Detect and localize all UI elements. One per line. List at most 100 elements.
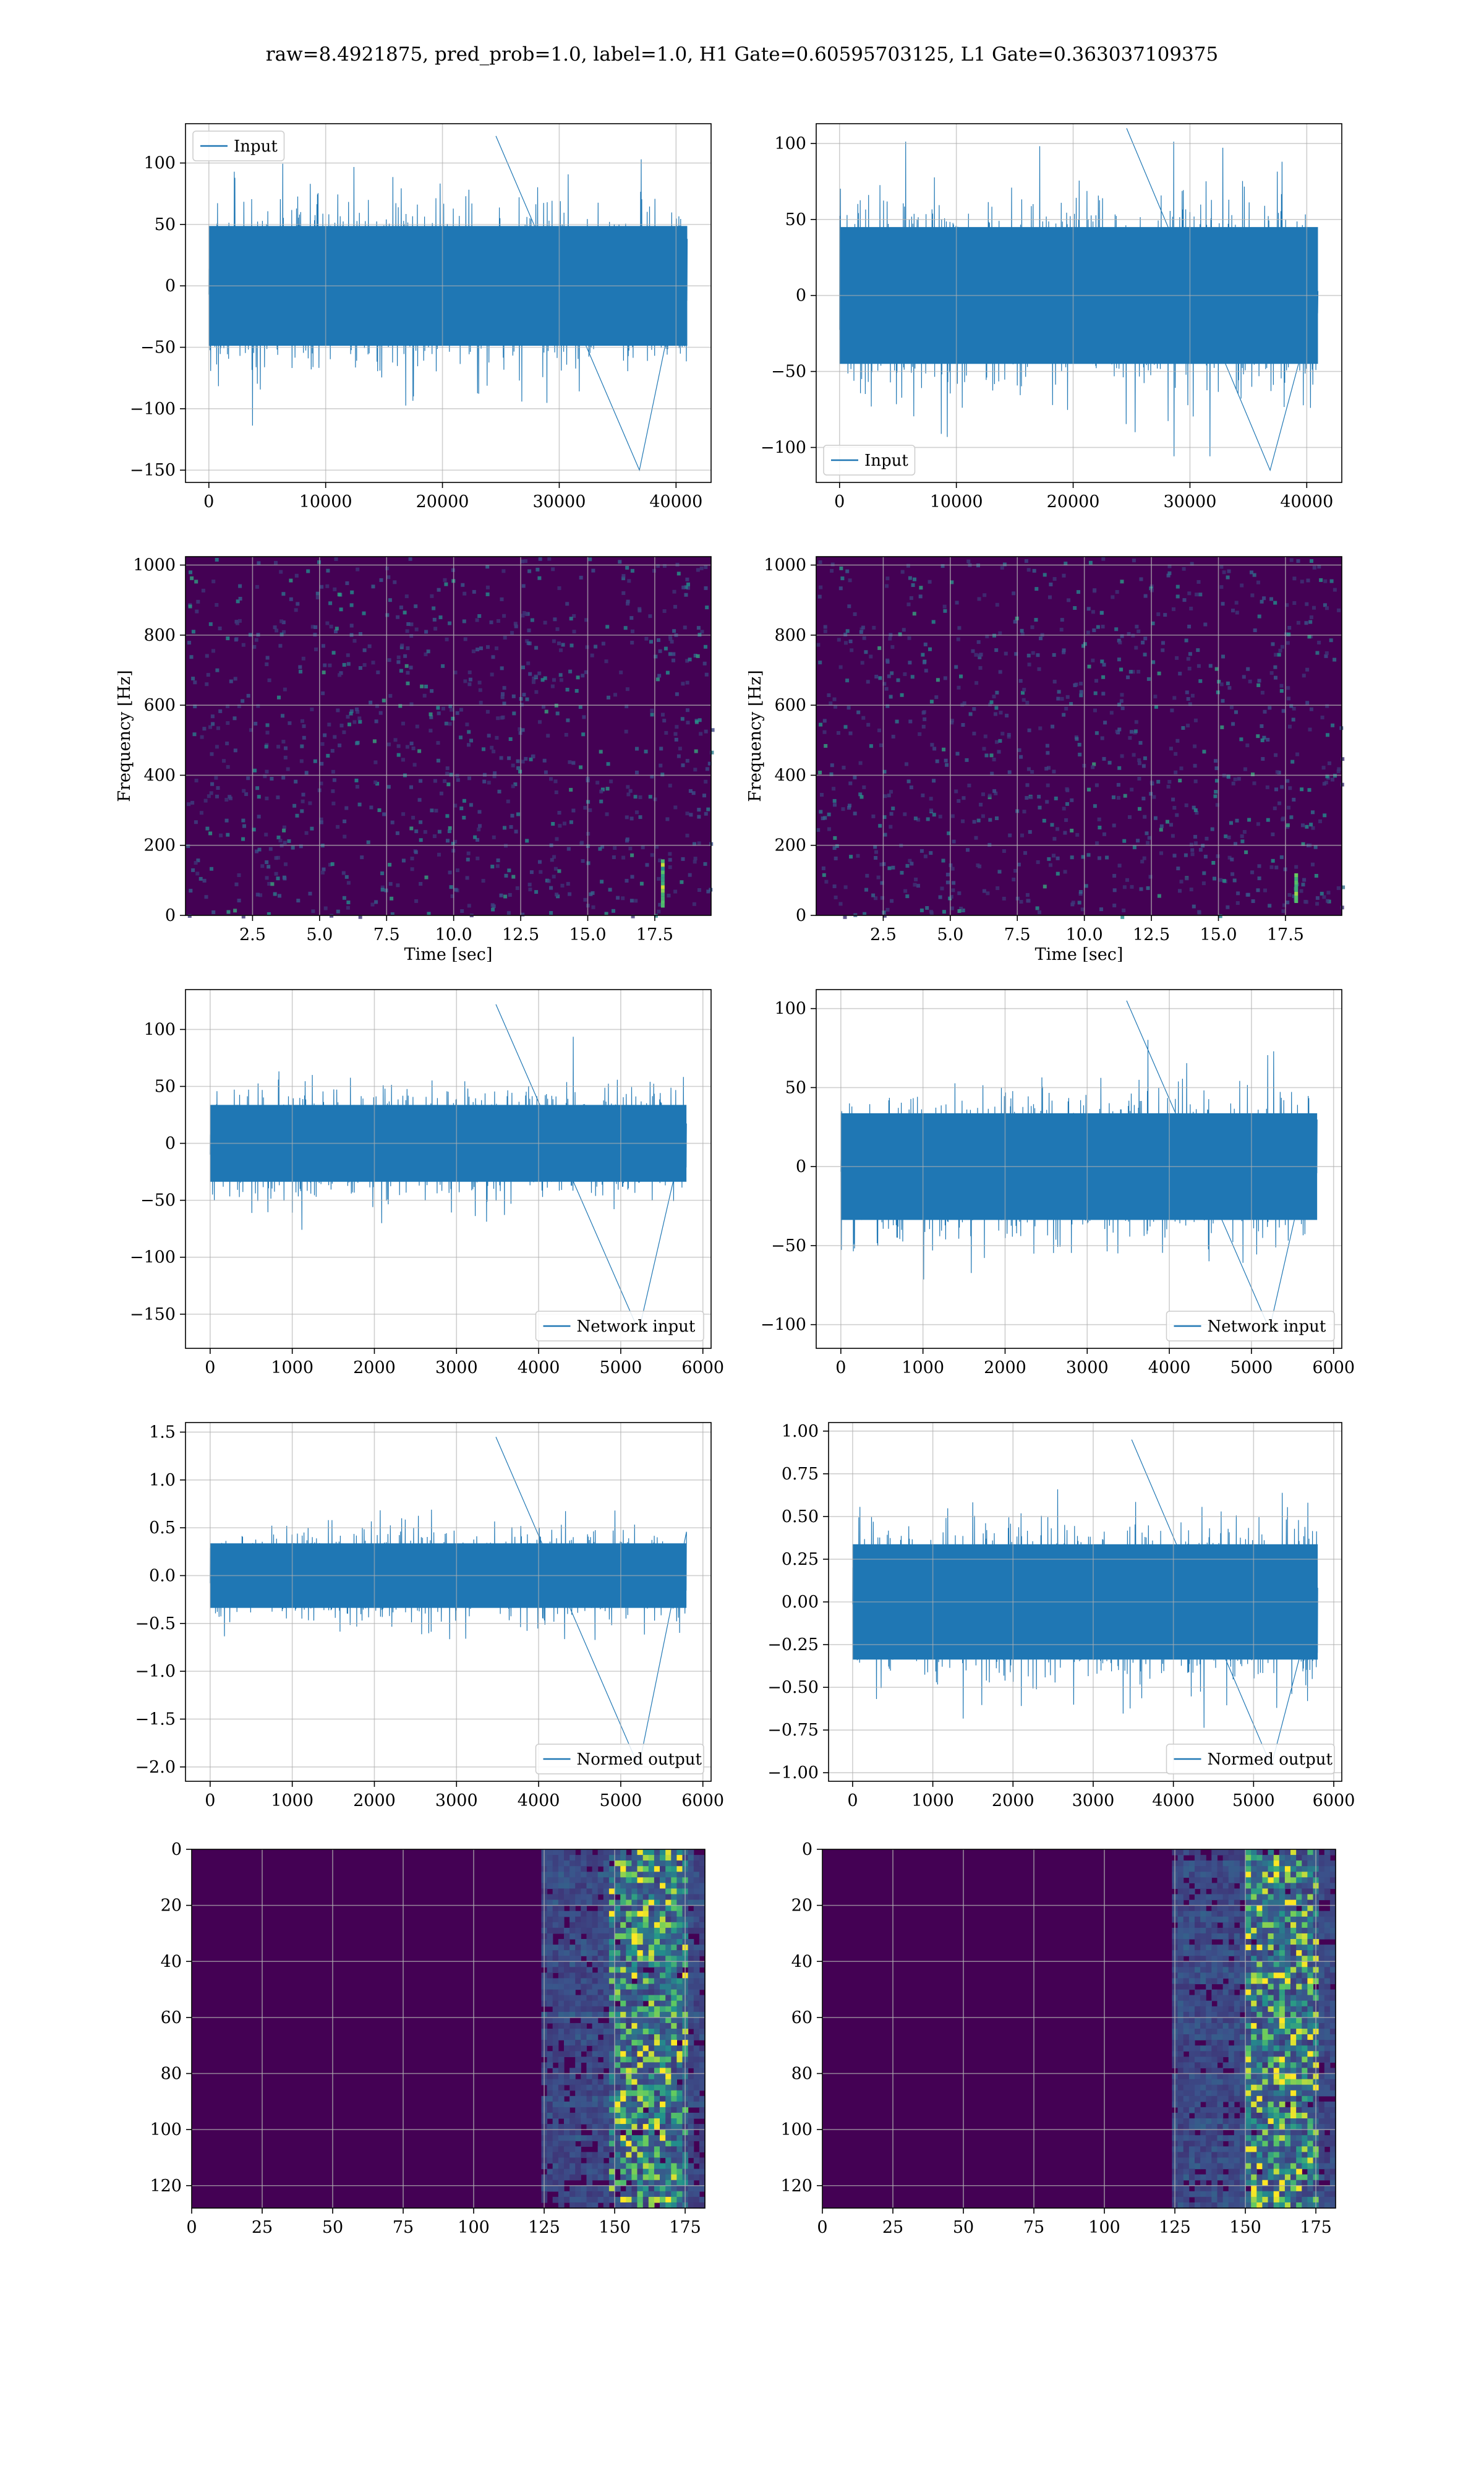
- h1-normed-output-x-tick-label: 2000: [353, 1791, 396, 1809]
- h1-feature-map-y-tick-label: 80: [161, 2065, 182, 2084]
- l1-feature-map-x-tick-label: 175: [1300, 2218, 1332, 2236]
- l1-normed-output-x-tick-label: 1000: [911, 1791, 954, 1809]
- l1-spectrogram-y-label: Frequency [Hz]: [748, 670, 765, 802]
- h1-spectrogram-x-tick-label: 15.0: [569, 925, 606, 944]
- h1-network-input-y-tick-label: 100: [143, 1020, 176, 1039]
- h1-normed-output-y-ticks: −2.0 −1.5 −1.0 −0.5 0.0 0.5 1.0 1.5: [135, 1423, 186, 1777]
- l1-input-legend: Input: [823, 445, 916, 476]
- l1-spectrogram-background: [816, 557, 1342, 915]
- h1-spectrogram-y-tick-label: 400: [143, 766, 176, 785]
- l1-normed-output-x-tick-label: 4000: [1152, 1791, 1195, 1809]
- h1-spectrogram-x-tick-label: 2.5: [239, 925, 266, 944]
- h1-feature-map-x-tick-label: 175: [669, 2218, 701, 2236]
- l1-input-y-ticks: −100 −50 0 50 100: [761, 134, 816, 457]
- h1-spectrogram-cells: [186, 557, 715, 919]
- h1-network-input-x-tick-label: 1000: [271, 1358, 313, 1376]
- h1-network-input-legend-label: Network input: [577, 1317, 696, 1336]
- h1-feature-map-x-tick-label: 125: [528, 2218, 560, 2236]
- h1-feature-map-frame: [191, 1849, 706, 2209]
- h1-spectrogram-hotspot: [660, 859, 665, 863]
- l1-input-legend-label: Input: [864, 452, 908, 470]
- l1-network-input-plot-area: [840, 1000, 1318, 1331]
- h1-input-grid: [186, 124, 711, 482]
- l1-feature-map-y-tick-label: 40: [791, 1952, 812, 1971]
- h1-input-x-ticks: 0 10000 20000 30000 40000: [203, 482, 702, 510]
- h1-spectrogram-x-tick-label: 17.5: [636, 925, 673, 944]
- h1-input-x-tick-label: 20000: [416, 492, 469, 510]
- l1-feature-map-x-ticks: 0 25 50 75 100 125 150 175: [817, 2208, 1332, 2236]
- l1-spectrogram-hotspot: [1294, 884, 1298, 888]
- l1-normed-output-y-ticks: −1.00 −0.75 −0.50 −0.25 0.00 0.25 0.50 0.75 1.00: [767, 1422, 829, 1783]
- l1-feature-map-x-tick-label: 50: [953, 2218, 974, 2236]
- h1-feature-map-x-tick-label: 150: [599, 2218, 631, 2236]
- h1-input-x-tick-label: 0: [203, 492, 214, 510]
- l1-input-y-tick-label: −100: [761, 438, 806, 457]
- h1-feature-map-plot: 0 25 50 75 100 125 150 175 0 20 40 60 80 100 120: [150, 1840, 706, 2236]
- h1-feature-map-y-tick-label: 100: [150, 2120, 182, 2139]
- l1-feature-map-frame: [822, 1849, 1336, 2209]
- l1-feature-map-plot: 0 25 50 75 100 125 150 175 0 20 40 60 80 100 120: [780, 1840, 1336, 2236]
- h1-feature-map-x-tick-label: 25: [252, 2218, 273, 2236]
- l1-spectrogram-hotspot: [1294, 888, 1298, 892]
- h1-feature-map-cells: [541, 1849, 706, 2209]
- h1-feature-map-y-tick-label: 0: [171, 1840, 182, 1859]
- h1-spectrogram-hotspot: [660, 863, 665, 867]
- l1-normed-output-y-tick-label: 0.50: [782, 1507, 819, 1526]
- l1-normed-output-y-tick-label: −0.75: [767, 1721, 819, 1740]
- h1-feature-map-y-tick-label: 120: [150, 2177, 182, 2196]
- h1-feature-map-grid: [191, 1849, 705, 2208]
- l1-network-input-plot: 0 1000 2000 3000 4000 5000 6000 −100 −50 0 50 100 Ne…: [761, 989, 1354, 1376]
- h1-spectrogram-hotspot: [660, 885, 665, 889]
- h1-normed-output-y-tick-label: −1.0: [135, 1662, 176, 1681]
- h1-normed-output-x-tick-label: 4000: [518, 1791, 560, 1809]
- l1-network-input-x-tick-label: 3000: [1066, 1358, 1109, 1376]
- h1-spectrogram-hotspot: [660, 904, 665, 908]
- h1-spectrogram-hotspot: [660, 867, 665, 871]
- h1-spectrogram-y-ticks: 0 200 400 600 800 1000: [133, 556, 186, 925]
- h1-network-input-x-tick-label: 3000: [435, 1358, 478, 1376]
- h1-normed-output-x-ticks: 0 1000 2000 3000 4000 5000 6000: [205, 1781, 723, 1809]
- h1-input-y-tick-label: −50: [140, 338, 176, 357]
- h1-input-y-tick-label: 50: [155, 215, 176, 234]
- h1-normed-output-y-tick-label: 1.0: [149, 1471, 176, 1490]
- h1-normed-output-plot: 0 1000 2000 3000 4000 5000 6000 −2.0 −1.5 −1.0 −0.…: [135, 1422, 723, 1809]
- l1-input-x-tick-label: 40000: [1280, 492, 1333, 510]
- h1-normed-output-y-tick-label: 1.5: [149, 1423, 176, 1442]
- h1-feature-map-y-tick-label: 60: [161, 2008, 182, 2027]
- h1-input-x-tick-label: 10000: [299, 492, 352, 510]
- l1-normed-output-legend: Normed output: [1166, 1744, 1335, 1774]
- h1-feature-map-plot-area: [192, 1849, 706, 2209]
- h1-spectrogram-plot: 2.5 5.0 7.5 10.0 12.5 15.0 17.5 0 200 400 600 800 10…: [117, 556, 715, 962]
- l1-input-x-tick-label: 0: [834, 492, 845, 510]
- h1-network-input-y-tick-label: −150: [130, 1305, 176, 1324]
- l1-spectrogram-hotspot: [1294, 899, 1298, 903]
- h1-input-plot: 0 10000 20000 30000 40000 −150 −100 −50 0 50 100 In…: [130, 123, 712, 510]
- h1-spectrogram-x-ticks: 2.5 5.0 7.5 10.0 12.5 15.0 17.5: [239, 915, 673, 944]
- h1-spectrogram-y-tick-label: 200: [143, 836, 176, 855]
- h1-normed-output-x-tick-label: 5000: [600, 1791, 642, 1809]
- l1-normed-output-y-tick-label: 0.00: [782, 1593, 819, 1612]
- h1-network-input-x-tick-label: 4000: [518, 1358, 560, 1376]
- l1-normed-output-plot-area: [852, 1439, 1318, 1767]
- l1-spectrogram-y-tick-label: 400: [774, 766, 806, 785]
- l1-normed-output-x-tick-label: 6000: [1313, 1791, 1354, 1809]
- l1-input-x-ticks: 0 10000 20000 30000 40000: [834, 482, 1333, 510]
- l1-feature-map-y-tick-label: 0: [802, 1840, 812, 1859]
- h1-input-y-ticks: −150 −100 −50 0 50 100: [130, 154, 186, 480]
- h1-spectrogram-frame: [185, 556, 712, 916]
- l1-spectrogram-y-ticks: 0 200 400 600 800 1000: [764, 556, 816, 925]
- l1-normed-output-y-tick-label: −0.25: [767, 1635, 819, 1654]
- l1-network-input-x-tick-label: 0: [835, 1358, 846, 1376]
- l1-spectrogram-plot-area: [816, 557, 1345, 919]
- l1-input-y-tick-label: 0: [796, 286, 806, 306]
- l1-spectrogram-hotspot: [1294, 881, 1298, 884]
- h1-feature-map-x-tick-label: 50: [322, 2218, 343, 2236]
- l1-feature-map-plot-area: [822, 1849, 1336, 2209]
- l1-input-y-tick-label: 50: [785, 210, 806, 229]
- h1-input-y-tick-label: −100: [130, 400, 176, 419]
- h1-network-input-x-tick-label: 0: [205, 1358, 215, 1376]
- l1-normed-output-plot: 0 1000 2000 3000 4000 5000 6000 −1.00 −0.75 −0.50…: [767, 1422, 1354, 1809]
- l1-spectrogram-x-ticks: 2.5 5.0 7.5 10.0 12.5 15.0 17.5: [870, 915, 1304, 944]
- h1-normed-output-x-tick-label: 0: [205, 1791, 215, 1809]
- h1-network-input-y-tick-label: 0: [165, 1134, 176, 1154]
